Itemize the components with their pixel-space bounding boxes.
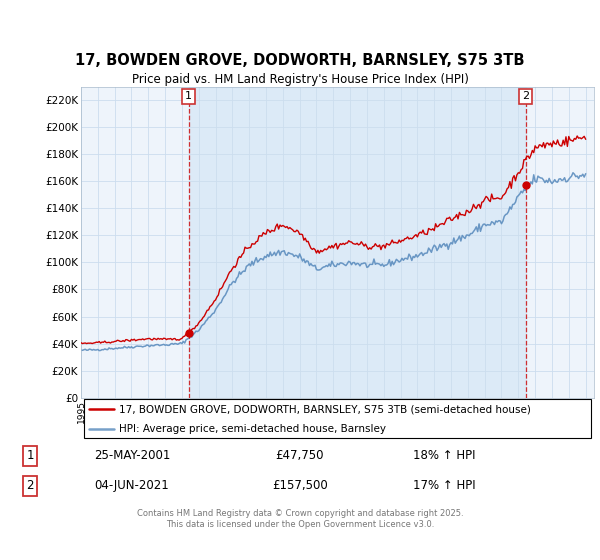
Text: £157,500: £157,500 bbox=[272, 479, 328, 492]
Text: 1: 1 bbox=[185, 91, 192, 101]
Text: 04-JUN-2021: 04-JUN-2021 bbox=[95, 479, 169, 492]
Text: 2: 2 bbox=[26, 479, 34, 492]
Text: 1: 1 bbox=[26, 449, 34, 462]
Text: 17, BOWDEN GROVE, DODWORTH, BARNSLEY, S75 3TB: 17, BOWDEN GROVE, DODWORTH, BARNSLEY, S7… bbox=[75, 53, 525, 68]
Text: 17% ↑ HPI: 17% ↑ HPI bbox=[413, 479, 475, 492]
Text: 2: 2 bbox=[522, 91, 529, 101]
Text: HPI: Average price, semi-detached house, Barnsley: HPI: Average price, semi-detached house,… bbox=[119, 424, 386, 434]
Bar bbox=[188, 87, 526, 398]
Text: £47,750: £47,750 bbox=[276, 449, 324, 462]
Text: 18% ↑ HPI: 18% ↑ HPI bbox=[413, 449, 475, 462]
Text: 17, BOWDEN GROVE, DODWORTH, BARNSLEY, S75 3TB (semi-detached house): 17, BOWDEN GROVE, DODWORTH, BARNSLEY, S7… bbox=[119, 404, 532, 414]
FancyBboxPatch shape bbox=[83, 399, 592, 438]
Text: 25-MAY-2001: 25-MAY-2001 bbox=[94, 449, 170, 462]
Text: Price paid vs. HM Land Registry's House Price Index (HPI): Price paid vs. HM Land Registry's House … bbox=[131, 73, 469, 86]
Text: Contains HM Land Registry data © Crown copyright and database right 2025.
This d: Contains HM Land Registry data © Crown c… bbox=[137, 508, 463, 529]
